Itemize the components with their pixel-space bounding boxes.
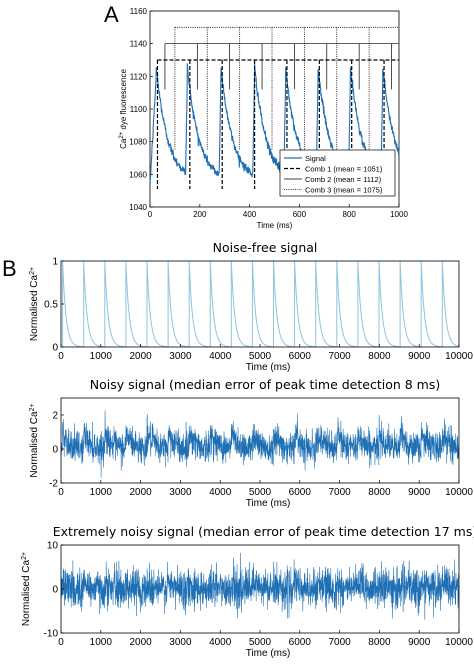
- panel-a-legend: Signal Comb 1 (mean = 1051)Comb 2 (mean =…: [279, 149, 396, 197]
- panel-b2-chart: Noisy signal (median error of peak time …: [29, 377, 474, 509]
- signal-line: [149, 63, 400, 184]
- chart-title: Noise-free signal: [213, 240, 318, 255]
- panel-a-y-tick-label: 1080: [129, 138, 147, 147]
- y-tick-label: 0.5: [44, 300, 58, 311]
- x-tick-label: 8000: [368, 637, 391, 648]
- signal-line: [61, 410, 459, 478]
- x-tick-label: 6000: [289, 637, 312, 648]
- panel-a-x-tick-label: 600: [293, 210, 307, 219]
- legend-entry-label: Comb 2 (mean = 1112): [305, 175, 382, 184]
- x-axis-label: Time (ms): [246, 498, 291, 509]
- x-tick-label: 3000: [169, 637, 192, 648]
- x-tick-label: 6000: [289, 351, 312, 362]
- panel-a-signal-series: [149, 63, 400, 184]
- x-tick-label: 9000: [408, 637, 431, 648]
- x-tick-label: 10000: [445, 487, 473, 498]
- panel-letter-a: A: [104, 2, 119, 27]
- legend-entry-label: Signal: [305, 154, 326, 163]
- x-tick-label: 2000: [129, 351, 152, 362]
- x-tick-label: 2000: [129, 487, 152, 498]
- x-tick-label: 10000: [445, 351, 473, 362]
- signal-line: [61, 552, 459, 620]
- chart-title: Noisy signal (median error of peak time …: [90, 377, 440, 392]
- x-tick-label: 8000: [368, 487, 391, 498]
- x-tick-label: 10000: [445, 637, 473, 648]
- y-axis-label: Normalised Ca2+: [21, 552, 33, 626]
- comb-1-series: [156, 59, 399, 190]
- panel-a-y-tick-label: 1120: [130, 72, 148, 81]
- signal-line: [61, 261, 459, 347]
- x-tick-label: 9000: [408, 351, 431, 362]
- panel-a-y-tick-label: 1140: [130, 40, 148, 49]
- y-tick-label: 2: [52, 411, 58, 422]
- x-tick-label: 3000: [169, 487, 192, 498]
- x-tick-label: 8000: [368, 351, 391, 362]
- panel-a-x-tick-label: 200: [193, 210, 207, 219]
- panel-a-y-tick-label: 1060: [129, 170, 147, 179]
- comb-2-series: [164, 43, 399, 90]
- x-tick-label: 7000: [328, 351, 351, 362]
- y-tick-label: -2: [49, 479, 58, 490]
- x-tick-label: 1000: [90, 351, 113, 362]
- panel-a-y-tick-label: 1160: [130, 7, 148, 16]
- x-tick-label: 6000: [289, 487, 312, 498]
- y-axis-label: Normalised Ca2+: [29, 267, 41, 341]
- y-tick-label: 0: [52, 445, 58, 456]
- x-axis-label: Time (ms): [246, 362, 291, 373]
- legend-entry-label: Comb 3 (mean = 1075): [305, 186, 383, 195]
- panel-a-chart: 0 200 400 600 800 1000 1040 1060 1080 1100 1120 114…: [119, 7, 408, 230]
- x-axis-label: Time (ms): [246, 648, 291, 659]
- panel-a-x-axis-label: Time (ms): [257, 221, 293, 230]
- x-tick-label: 4000: [209, 487, 232, 498]
- panel-b1-chart: Noise-free signal 0 1000 2000 3000 4000 5000 60…: [29, 240, 474, 373]
- y-tick-label: 1: [52, 257, 58, 268]
- x-tick-label: 1000: [90, 637, 113, 648]
- panel-a-x-tick-label: 1000: [390, 210, 408, 219]
- x-tick-label: 0: [58, 351, 64, 362]
- panel-a-tick-labels: 0 200 400 600 800 1000 1040 1060 1080 1100 1120 114…: [129, 7, 408, 219]
- y-tick-label: 10: [47, 541, 59, 552]
- panel-a-x-tick-label: 0: [148, 210, 153, 219]
- x-tick-label: 3000: [169, 351, 192, 362]
- panel-a-y-axis-label: Ca2+ dye fluorescence: [119, 69, 128, 149]
- panel-a-comb-series: [156, 26, 399, 190]
- x-tick-label: 5000: [249, 351, 272, 362]
- x-tick-label: 1000: [90, 487, 113, 498]
- x-tick-label: 7000: [328, 487, 351, 498]
- x-tick-label: 4000: [209, 351, 232, 362]
- x-tick-label: 9000: [408, 487, 431, 498]
- y-axis-label: Normalised Ca2+: [29, 403, 41, 477]
- x-tick-label: 0: [58, 637, 64, 648]
- panel-a-y-tick-label: 1100: [130, 105, 148, 114]
- y-tick-label: -10: [44, 629, 59, 640]
- x-tick-label: 0: [58, 487, 64, 498]
- x-tick-label: 5000: [249, 637, 272, 648]
- plot-box: [60, 260, 460, 348]
- chart-title: Extremely noisy signal (median error of …: [53, 524, 474, 539]
- x-tick-label: 5000: [249, 487, 272, 498]
- panel-a-x-tick-label: 800: [343, 210, 357, 219]
- x-tick-label: 2000: [129, 637, 152, 648]
- panel-letter-b: B: [2, 256, 17, 281]
- panel-b3-chart: Extremely noisy signal (median error of …: [21, 524, 474, 659]
- legend-entry-label: Comb 1 (mean = 1051): [305, 165, 383, 174]
- x-tick-label: 4000: [209, 637, 232, 648]
- panel-a-y-tick-label: 1040: [129, 203, 147, 212]
- comb-3-series: [174, 26, 399, 150]
- panel-a-x-tick-label: 400: [243, 210, 257, 219]
- y-tick-label: 0: [52, 585, 58, 596]
- y-tick-label: 0: [52, 343, 58, 354]
- x-tick-label: 7000: [328, 637, 351, 648]
